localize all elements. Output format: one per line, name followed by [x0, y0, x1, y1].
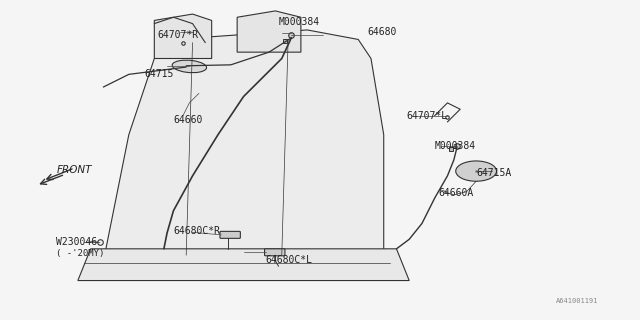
Text: 64660: 64660	[173, 115, 203, 125]
Text: 64715: 64715	[145, 69, 174, 79]
FancyBboxPatch shape	[264, 249, 285, 256]
Polygon shape	[154, 14, 212, 59]
Polygon shape	[78, 249, 409, 281]
Polygon shape	[237, 11, 301, 52]
Text: 64660A: 64660A	[438, 188, 473, 198]
Text: 64680C*L: 64680C*L	[266, 255, 313, 265]
Polygon shape	[103, 30, 384, 261]
Text: A641001191: A641001191	[556, 298, 598, 304]
FancyBboxPatch shape	[220, 231, 241, 238]
Text: 64680C*R: 64680C*R	[173, 226, 220, 236]
Text: 64707*R: 64707*R	[157, 30, 198, 40]
Text: 64715A: 64715A	[476, 168, 511, 178]
Text: M000384: M000384	[435, 141, 476, 151]
Text: ( -'20MY): ( -'20MY)	[56, 249, 104, 258]
Text: W230046: W230046	[56, 237, 97, 247]
Text: 64680: 64680	[368, 27, 397, 36]
Circle shape	[456, 161, 497, 181]
Text: M000384: M000384	[278, 17, 320, 27]
Text: FRONT: FRONT	[57, 164, 92, 174]
Text: 64707*L: 64707*L	[406, 111, 447, 121]
Ellipse shape	[172, 60, 207, 73]
